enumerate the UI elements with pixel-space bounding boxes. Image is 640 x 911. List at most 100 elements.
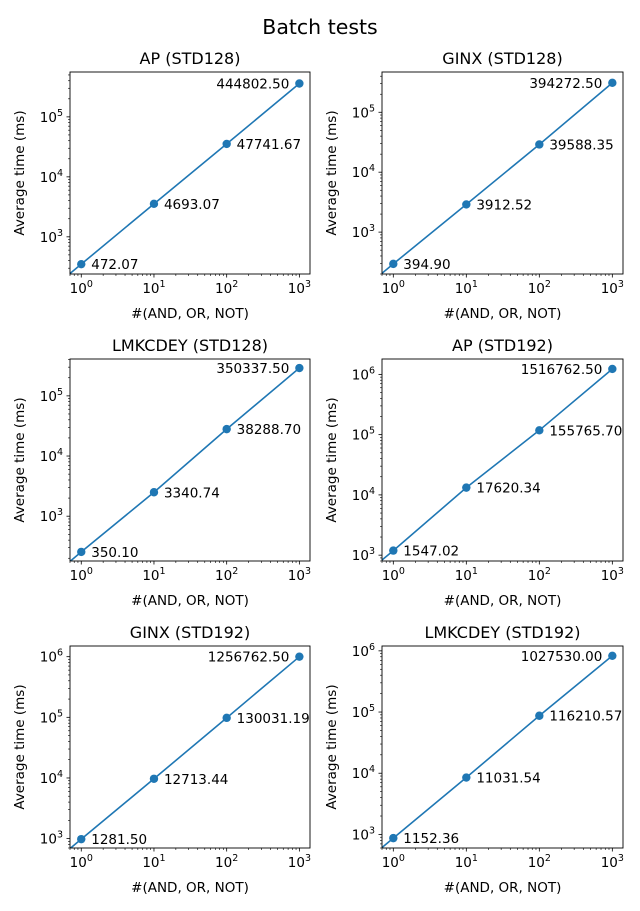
x-tick-label: 101 [142, 279, 165, 297]
y-tick-label: 104 [352, 486, 375, 504]
y-tick-label: 103 [40, 830, 63, 848]
y-axis-label: Average time (ms) [324, 397, 340, 522]
data-label: 3340.74 [164, 485, 220, 501]
data-point [222, 139, 231, 149]
y-tick-label: 104 [40, 769, 63, 787]
data-label: 38288.70 [237, 422, 301, 438]
series-line [382, 655, 613, 848]
data-label: 11031.54 [476, 771, 540, 787]
x-axis-label: #(AND, OR, NOT) [444, 593, 562, 609]
axes-frame [69, 645, 311, 849]
subplot-3: LMKCDEY (STD128) 100 101 102 103 103 104 105 #(A… [12, 336, 311, 609]
y-tick-label: 104 [352, 764, 375, 782]
data-label: 116210.57 [549, 709, 622, 725]
data-point [389, 259, 398, 269]
data-label: 394272.50 [529, 76, 602, 92]
y-tick-label: 104 [352, 163, 375, 181]
axes-frame [381, 358, 624, 562]
data-point [149, 774, 159, 783]
data-point [77, 547, 86, 557]
x-tick-label: 100 [382, 279, 405, 297]
y-tick-label: 103 [40, 228, 63, 246]
y-axis-label: Average time (ms) [324, 110, 340, 235]
subplot-1: AP (STD128) 100 101 102 103 103 104 105 #(AND, O… [12, 49, 311, 322]
subplot-title: GINX (STD192) [130, 623, 250, 642]
x-tick-label: 101 [142, 566, 165, 584]
subplot-title: GINX (STD128) [442, 49, 562, 68]
x-axis-label: #(AND, OR, NOT) [131, 306, 249, 322]
y-tick-label: 103 [352, 546, 375, 564]
axes-frame [381, 71, 624, 275]
x-tick-label: 103 [288, 566, 311, 584]
subplot-4: AP (STD192) 100 101 102 103 103 104 105 106 #(AND… [324, 336, 624, 609]
y-tick-label: 105 [352, 103, 375, 121]
data-point [462, 483, 471, 492]
data-label: 444802.50 [216, 77, 289, 93]
y-tick-label: 104 [40, 447, 63, 465]
y-tick-label: 106 [352, 365, 375, 383]
y-tick-label: 103 [352, 223, 375, 241]
x-axis-label: #(AND, OR, NOT) [131, 593, 249, 609]
data-point [295, 79, 304, 88]
series-line [70, 82, 300, 274]
x-axis-label: #(AND, OR, NOT) [444, 880, 562, 896]
data-label: 1256762.50 [208, 650, 290, 666]
data-point [462, 773, 471, 782]
x-tick-label: 102 [528, 853, 551, 871]
subplot-2: GINX (STD128) 100 101 102 103 103 104 105 #(AND,… [324, 49, 624, 322]
y-tick-label: 105 [352, 703, 375, 721]
series-line [382, 368, 613, 561]
data-label: 4693.07 [164, 197, 220, 213]
data-point [608, 78, 617, 88]
data-label: 130031.19 [237, 711, 310, 727]
data-point [535, 426, 544, 435]
data-point [295, 363, 304, 373]
data-label: 350337.50 [216, 361, 289, 377]
y-axis-label: Average time (ms) [12, 684, 28, 809]
y-tick-label: 106 [40, 648, 63, 666]
data-point [149, 488, 159, 497]
x-tick-label: 102 [215, 853, 238, 871]
minor-ticks [68, 359, 297, 563]
x-tick-label: 102 [528, 279, 551, 297]
subplot-title: LMKCDEY (STD128) [112, 336, 268, 355]
data-point [462, 200, 471, 209]
x-tick-label: 100 [382, 853, 405, 871]
data-label: 47741.67 [237, 137, 301, 153]
data-label: 3912.52 [476, 197, 532, 213]
x-tick-label: 103 [601, 279, 624, 297]
data-point [222, 713, 231, 723]
data-point [222, 424, 231, 434]
y-tick-label: 105 [40, 708, 63, 726]
series-line [70, 367, 300, 561]
subplot-5: GINX (STD192) 100 101 102 103 103 104 105 106 #(A… [12, 623, 311, 896]
x-tick-label: 103 [288, 853, 311, 871]
data-label: 1516762.50 [521, 362, 603, 378]
x-tick-label: 103 [601, 566, 624, 584]
x-tick-label: 101 [455, 566, 478, 584]
x-tick-label: 100 [382, 566, 405, 584]
axes-frame [381, 645, 624, 849]
data-point [149, 199, 159, 209]
data-label: 1027530.00 [521, 649, 603, 665]
x-axis-label: #(AND, OR, NOT) [131, 880, 249, 896]
data-point [535, 711, 544, 720]
data-point [295, 652, 304, 661]
x-tick-label: 102 [528, 566, 551, 584]
data-point [77, 259, 86, 269]
subplot-title: AP (STD192) [452, 336, 553, 355]
x-tick-label: 101 [455, 279, 478, 297]
x-tick-label: 100 [70, 853, 93, 871]
minor-ticks [380, 376, 610, 563]
figure-title: Batch tests [262, 15, 378, 39]
subplot-title: LMKCDEY (STD192) [424, 623, 580, 642]
x-tick-label: 100 [70, 566, 93, 584]
data-label: 12713.44 [164, 772, 228, 788]
axes-frame [69, 358, 311, 562]
x-tick-label: 102 [215, 566, 238, 584]
data-label: 1547.02 [403, 544, 459, 560]
y-tick-label: 106 [352, 642, 375, 660]
y-tick-label: 103 [40, 507, 63, 525]
y-axis-label: Average time (ms) [324, 684, 340, 809]
data-label: 1152.36 [403, 831, 459, 847]
